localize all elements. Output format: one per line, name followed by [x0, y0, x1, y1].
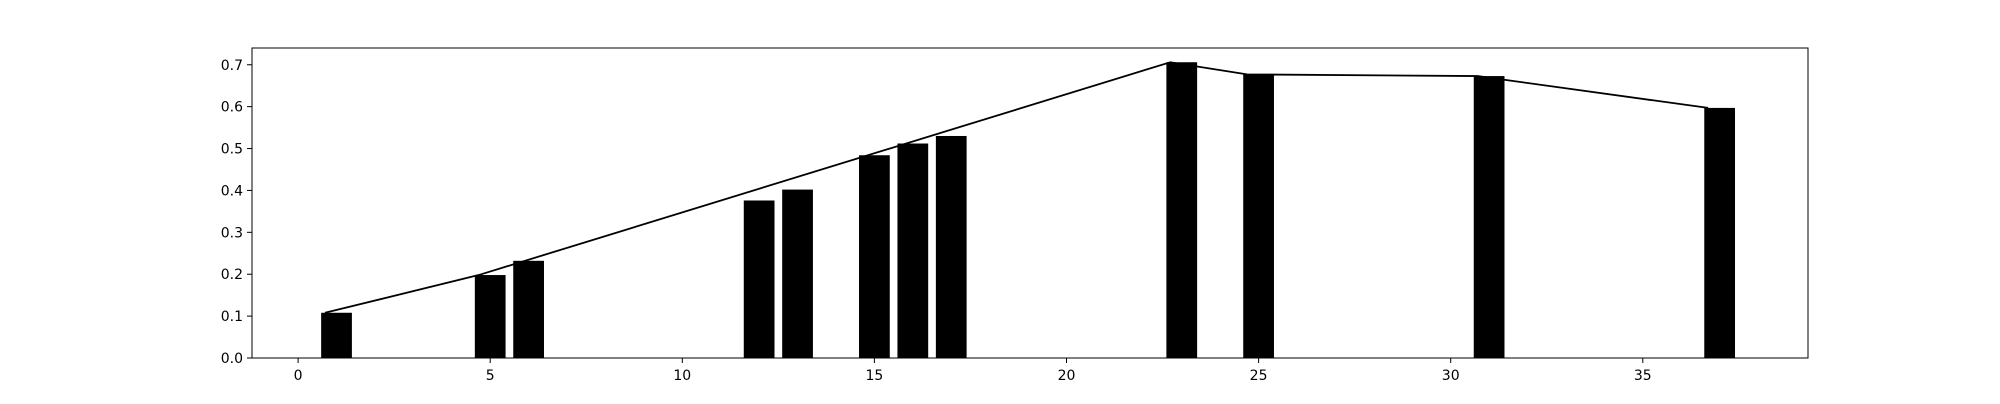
- y-tick-label-0: 0.0: [221, 351, 243, 367]
- series-line: [324, 61, 1709, 314]
- line-layer: [324, 61, 1709, 314]
- axes-layer: 0 5 10 15 20 25 30 35 0.0 0.1 0.2 0.3 0.4 0.5 0.6 0.7: [221, 47, 1809, 384]
- y-tick-label-7: 0.7: [221, 58, 243, 74]
- bar-11: [1704, 107, 1736, 358]
- y-tick-label-5: 0.5: [221, 142, 243, 158]
- bar-0: [321, 312, 352, 358]
- bar-2: [513, 260, 544, 358]
- x-tick-label-7: 35: [1634, 368, 1652, 384]
- bar-7: [935, 135, 967, 358]
- x-tick-label-5: 25: [1250, 368, 1268, 384]
- x-tick-label-6: 30: [1442, 368, 1460, 384]
- bar-8: [1166, 62, 1198, 359]
- plot-frame: [251, 47, 1809, 359]
- bars-layer: [321, 62, 1736, 359]
- bar-4: [782, 189, 813, 358]
- x-tick-label-4: 20: [1058, 368, 1076, 384]
- y-tick-label-6: 0.6: [221, 100, 243, 116]
- bar-5: [859, 155, 890, 358]
- x-tick-label-3: 15: [865, 368, 883, 384]
- bar-9: [1243, 74, 1274, 358]
- bar-10: [1473, 76, 1505, 358]
- y-tick-label-2: 0.2: [221, 267, 243, 283]
- y-tick-label-3: 0.3: [221, 225, 243, 241]
- x-tick-label-1: 5: [486, 368, 495, 384]
- y-tick-label-4: 0.4: [221, 183, 243, 199]
- x-tick-label-0: 0: [294, 368, 303, 384]
- y-tick-label-1: 0.1: [221, 309, 243, 325]
- bar-6: [897, 143, 929, 358]
- bar-3: [743, 200, 775, 358]
- bar-1: [474, 275, 506, 358]
- x-tick-label-2: 10: [673, 368, 691, 384]
